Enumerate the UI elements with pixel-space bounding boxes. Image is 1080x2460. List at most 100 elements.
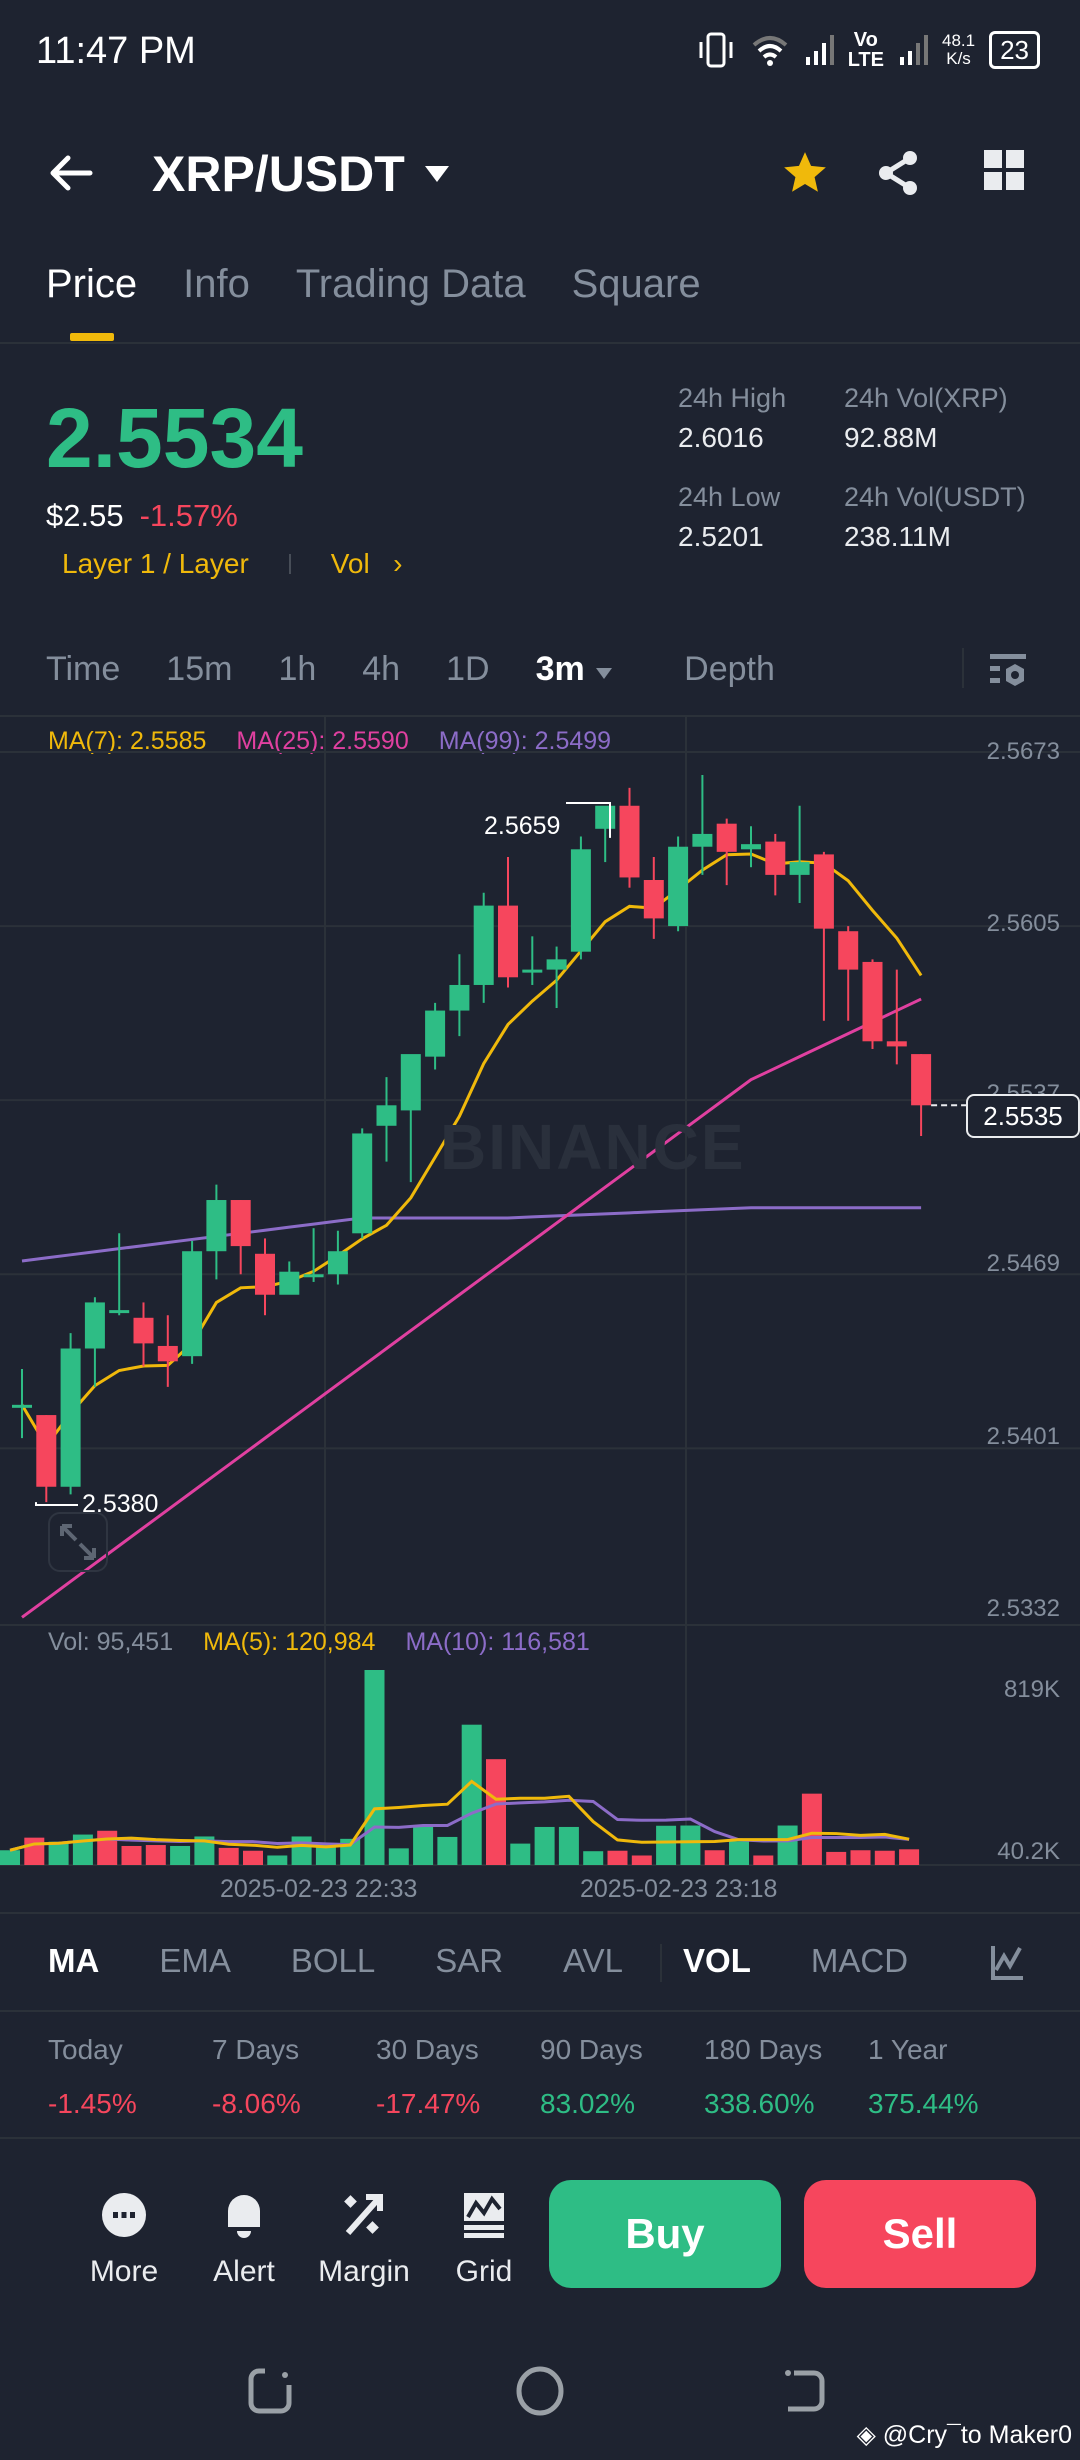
share-button[interactable]	[874, 148, 924, 198]
more-icon	[102, 2193, 146, 2237]
tab-trading-data[interactable]: Trading Data	[295, 262, 526, 306]
low-label: 24h Low	[678, 482, 781, 512]
favorite-button[interactable]	[780, 148, 830, 198]
ma-legend: MA(7): 2.5585 MA(25): 2.5590 MA(99): 2.5…	[48, 727, 611, 756]
fullscreen-button[interactable]	[48, 1512, 108, 1572]
depth-tab[interactable]: Depth	[684, 650, 775, 688]
vol-ma10: MA(10): 116,581	[405, 1628, 590, 1656]
grid-button[interactable]: Grid	[424, 2185, 544, 2289]
share-icon	[879, 151, 917, 195]
caret-down-icon	[596, 668, 613, 679]
chart-settings-icon	[990, 654, 1026, 686]
vol-value: Vol: 95,451	[48, 1628, 174, 1656]
tab-square[interactable]: Square	[571, 262, 701, 306]
y-tick: 2.5605	[986, 910, 1060, 937]
pair-selector[interactable]: XRP/USDT	[152, 145, 451, 203]
indicator-tabs: MA EMA BOLL SAR AVL VOL MACD	[48, 1942, 908, 1980]
separator	[962, 648, 964, 688]
vol-tick: 40.2K	[997, 1838, 1060, 1865]
category-tag[interactable]: Layer 1 / Layer	[62, 548, 249, 579]
vol-quote-label: 24h Vol(USDT)	[844, 482, 1026, 512]
recents-icon	[248, 2368, 292, 2414]
recent-apps-button[interactable]	[245, 2365, 295, 2422]
last-price: 2.5534	[46, 391, 303, 485]
home-icon	[516, 2366, 564, 2416]
interval-1d[interactable]: 1D	[446, 650, 490, 688]
tab-info[interactable]: Info	[183, 262, 250, 306]
pair-title: XRP/USDT	[152, 146, 405, 202]
layout-button[interactable]	[982, 148, 1032, 198]
indicator-avl[interactable]: AVL	[563, 1942, 624, 1979]
chart-settings-button[interactable]	[988, 652, 1028, 697]
sub-price: $2.55 -1.57%	[46, 498, 238, 534]
perf-7d: 7 Days -8.06%	[212, 2034, 301, 2119]
divider	[0, 2137, 1080, 2139]
back-nav-icon	[785, 2370, 825, 2412]
vol-base-value: 92.88M	[844, 422, 938, 453]
back-nav-button[interactable]	[780, 2365, 830, 2422]
battery-icon: 23	[989, 31, 1040, 69]
ticker-stats: 24h High 2.6016 24h Vol(XRP) 92.88M 24h Lo…	[678, 383, 1044, 553]
current-price-tag: 2.5535	[966, 1094, 1080, 1138]
indicator-ma[interactable]: MA	[48, 1942, 100, 1979]
margin-icon	[344, 2194, 383, 2235]
volte-indicator: Vo LTE	[847, 29, 884, 71]
status-time: 11:47 PM	[36, 30, 196, 72]
arrow-left-icon	[50, 155, 93, 191]
interval-bar: Time 15m 1h 4h 1D 3m Depth	[46, 650, 775, 689]
tab-price[interactable]: Price	[46, 262, 138, 306]
tags: Layer 1 / Layer Vol ›	[62, 548, 402, 580]
low-value: 2.5201	[678, 521, 764, 552]
x-tick: 2025-02-23 22:33	[220, 1875, 418, 1903]
back-button[interactable]	[46, 148, 96, 210]
grid-bot-icon	[464, 2193, 504, 2238]
divider	[0, 342, 1080, 344]
perf-today: Today -1.45%	[48, 2034, 137, 2119]
status-icons: Vo LTE 48.1 K/s 23	[696, 30, 1040, 70]
indicator-macd[interactable]: MACD	[810, 1942, 909, 1979]
page-tabs: Price Info Trading Data Square	[46, 262, 701, 307]
margin-button[interactable]: Margin	[304, 2185, 424, 2289]
separator	[660, 1944, 662, 1982]
y-tick: 2.5332	[986, 1595, 1060, 1622]
change-percent: -1.57%	[139, 498, 238, 533]
star-icon	[784, 152, 826, 192]
divider	[0, 715, 1080, 717]
interval-time[interactable]: Time	[46, 650, 121, 688]
interval-4h[interactable]: 4h	[362, 650, 401, 688]
candlestick-chart[interactable]	[0, 715, 1080, 1915]
home-button[interactable]	[514, 2365, 566, 2422]
indicator-vol[interactable]: VOL	[683, 1942, 751, 1979]
interval-selected-dropdown[interactable]: 3m	[536, 650, 615, 689]
perf-30d: 30 Days -17.47%	[376, 2034, 481, 2119]
divider	[0, 1912, 1080, 1914]
high-label: 24h High	[678, 383, 787, 413]
chevron-right-icon: ›	[393, 548, 403, 579]
vol-tag[interactable]: Vol ›	[330, 548, 403, 579]
buy-button[interactable]: Buy	[549, 2180, 781, 2288]
interval-15m[interactable]: 15m	[166, 650, 233, 688]
vibrate-icon	[699, 32, 733, 68]
more-button[interactable]: More	[64, 2185, 184, 2289]
x-tick: 2025-02-23 23:18	[580, 1875, 778, 1903]
net-speed: 48.1 K/s	[941, 31, 976, 68]
y-tick: 2.5673	[986, 738, 1060, 765]
alert-button[interactable]: Alert	[184, 2185, 304, 2289]
interval-1h[interactable]: 1h	[278, 650, 317, 688]
indicator-settings-button[interactable]	[990, 1944, 1024, 1985]
indicator-ema[interactable]: EMA	[159, 1942, 231, 1979]
ma99-value: MA(99): 2.5499	[438, 727, 612, 755]
indicator-sar[interactable]: SAR	[435, 1942, 504, 1979]
high-marker: 2.5659	[484, 812, 561, 840]
vol-tick: 819K	[1003, 1676, 1060, 1703]
ma7-value: MA(7): 2.5585	[48, 727, 207, 755]
usd-price: $2.55	[46, 498, 124, 533]
indicator-boll[interactable]: BOLL	[290, 1942, 376, 1979]
y-tick: 2.5401	[986, 1423, 1060, 1450]
sell-button[interactable]: Sell	[804, 2180, 1036, 2288]
active-tab-indicator	[70, 333, 114, 341]
vol-ma5: MA(5): 120,984	[203, 1628, 376, 1656]
grid-layout-icon	[984, 150, 1024, 190]
y-tick: 2.5469	[986, 1250, 1060, 1277]
binance-watermark: BINANCE	[440, 1111, 746, 1183]
